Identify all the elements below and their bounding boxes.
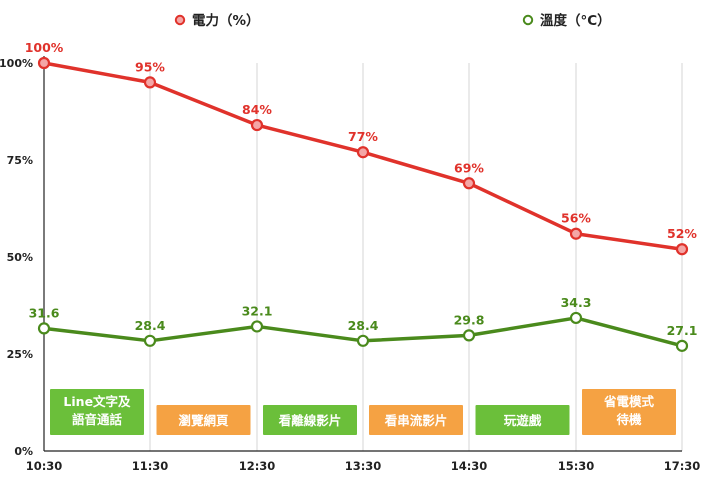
x-tick-label: 17:30	[664, 459, 701, 473]
power-point	[462, 177, 476, 190]
power-point	[675, 243, 689, 256]
activity-box	[156, 405, 251, 435]
y-tick-label: 100%	[0, 57, 33, 70]
temperature-point	[37, 322, 51, 335]
activity-box	[263, 405, 357, 435]
activity-label: 看離線影片	[279, 413, 342, 428]
temperature-point	[462, 329, 476, 342]
legend-marker	[522, 14, 534, 26]
x-tick-label: 10:30	[26, 459, 63, 473]
legend-label: 溫度（°C）	[540, 12, 611, 29]
temperature-data-label: 29.8	[454, 312, 485, 327]
activity-box	[475, 405, 570, 435]
y-tick-label: 75%	[7, 154, 33, 167]
power-data-label: 84%	[242, 102, 272, 117]
y-tick-label: 0%	[14, 445, 33, 458]
power-point	[143, 76, 157, 89]
activity-label: Line文字及	[63, 394, 131, 409]
temperature-point	[356, 334, 370, 347]
power-point	[250, 118, 264, 132]
power-data-label: 77%	[348, 129, 378, 144]
power-point	[37, 56, 51, 70]
x-tick-label: 13:30	[345, 459, 382, 473]
legend-label: 電力（%）	[192, 12, 260, 29]
activity-label: 待機	[616, 412, 642, 427]
power-data-label: 56%	[561, 211, 591, 226]
y-tick-label: 50%	[7, 251, 33, 264]
legend-marker	[174, 14, 186, 26]
activity-box	[369, 405, 463, 435]
activity-label: 玩遊戲	[504, 413, 542, 428]
temperature-data-label: 28.4	[348, 318, 379, 333]
activity-label: 語音通話	[72, 412, 123, 427]
temperature-data-label: 31.6	[29, 305, 60, 320]
temperature-data-label: 32.1	[242, 303, 273, 318]
x-tick-label: 11:30	[132, 459, 169, 473]
power-data-label: 69%	[454, 160, 484, 175]
y-tick-label: 25%	[7, 348, 33, 361]
temperature-data-label: 27.1	[667, 323, 698, 338]
activity-box	[582, 389, 676, 435]
power-data-label: 95%	[135, 59, 165, 74]
x-tick-label: 15:30	[558, 459, 595, 473]
power-point	[356, 146, 370, 159]
temperature-data-label: 28.4	[135, 318, 166, 333]
activity-label: 瀏覽網頁	[178, 413, 229, 428]
power-data-label: 52%	[667, 226, 697, 241]
x-tick-label: 12:30	[239, 459, 276, 473]
temperature-data-label: 34.3	[561, 295, 592, 310]
activity-label: 省電模式	[603, 394, 655, 409]
temperature-point	[569, 311, 583, 325]
temperature-point	[675, 339, 689, 352]
activity-box	[50, 389, 144, 435]
activity-label: 看串流影片	[385, 413, 448, 428]
temperature-point	[250, 320, 264, 333]
temperature-point	[143, 334, 157, 347]
power-point	[569, 227, 583, 240]
x-tick-label: 14:30	[451, 459, 488, 473]
power-data-label: 100%	[25, 40, 64, 55]
